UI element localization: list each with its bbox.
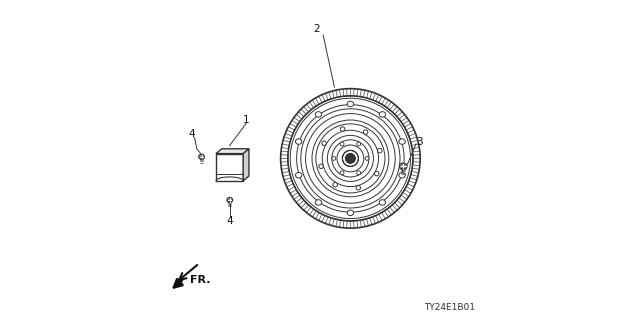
Ellipse shape [399, 172, 405, 178]
Ellipse shape [316, 112, 322, 117]
Text: FR.: FR. [191, 275, 211, 285]
Ellipse shape [333, 182, 337, 187]
Ellipse shape [357, 171, 361, 175]
Text: 4: 4 [188, 129, 195, 140]
Ellipse shape [357, 142, 361, 146]
Text: TY24E1B01: TY24E1B01 [424, 303, 475, 312]
Ellipse shape [227, 197, 233, 203]
Ellipse shape [316, 200, 322, 205]
Polygon shape [216, 149, 249, 154]
Ellipse shape [364, 130, 368, 134]
Text: 3: 3 [416, 137, 422, 148]
Ellipse shape [198, 154, 205, 159]
Ellipse shape [332, 156, 336, 160]
Ellipse shape [379, 200, 385, 205]
Ellipse shape [347, 210, 353, 216]
Ellipse shape [296, 172, 302, 178]
Ellipse shape [347, 101, 353, 107]
Ellipse shape [399, 163, 407, 170]
Ellipse shape [346, 154, 355, 163]
Ellipse shape [340, 142, 344, 146]
Ellipse shape [296, 139, 302, 144]
Polygon shape [243, 149, 249, 181]
Ellipse shape [322, 141, 326, 146]
Text: 1: 1 [243, 115, 250, 125]
Ellipse shape [374, 172, 379, 176]
Ellipse shape [365, 156, 369, 160]
Ellipse shape [356, 186, 360, 190]
Text: 2: 2 [314, 24, 320, 34]
Ellipse shape [340, 171, 344, 175]
Ellipse shape [399, 139, 405, 144]
Text: 4: 4 [227, 216, 233, 227]
Ellipse shape [379, 112, 385, 117]
Ellipse shape [378, 148, 382, 153]
Ellipse shape [340, 127, 345, 131]
Ellipse shape [319, 164, 323, 169]
